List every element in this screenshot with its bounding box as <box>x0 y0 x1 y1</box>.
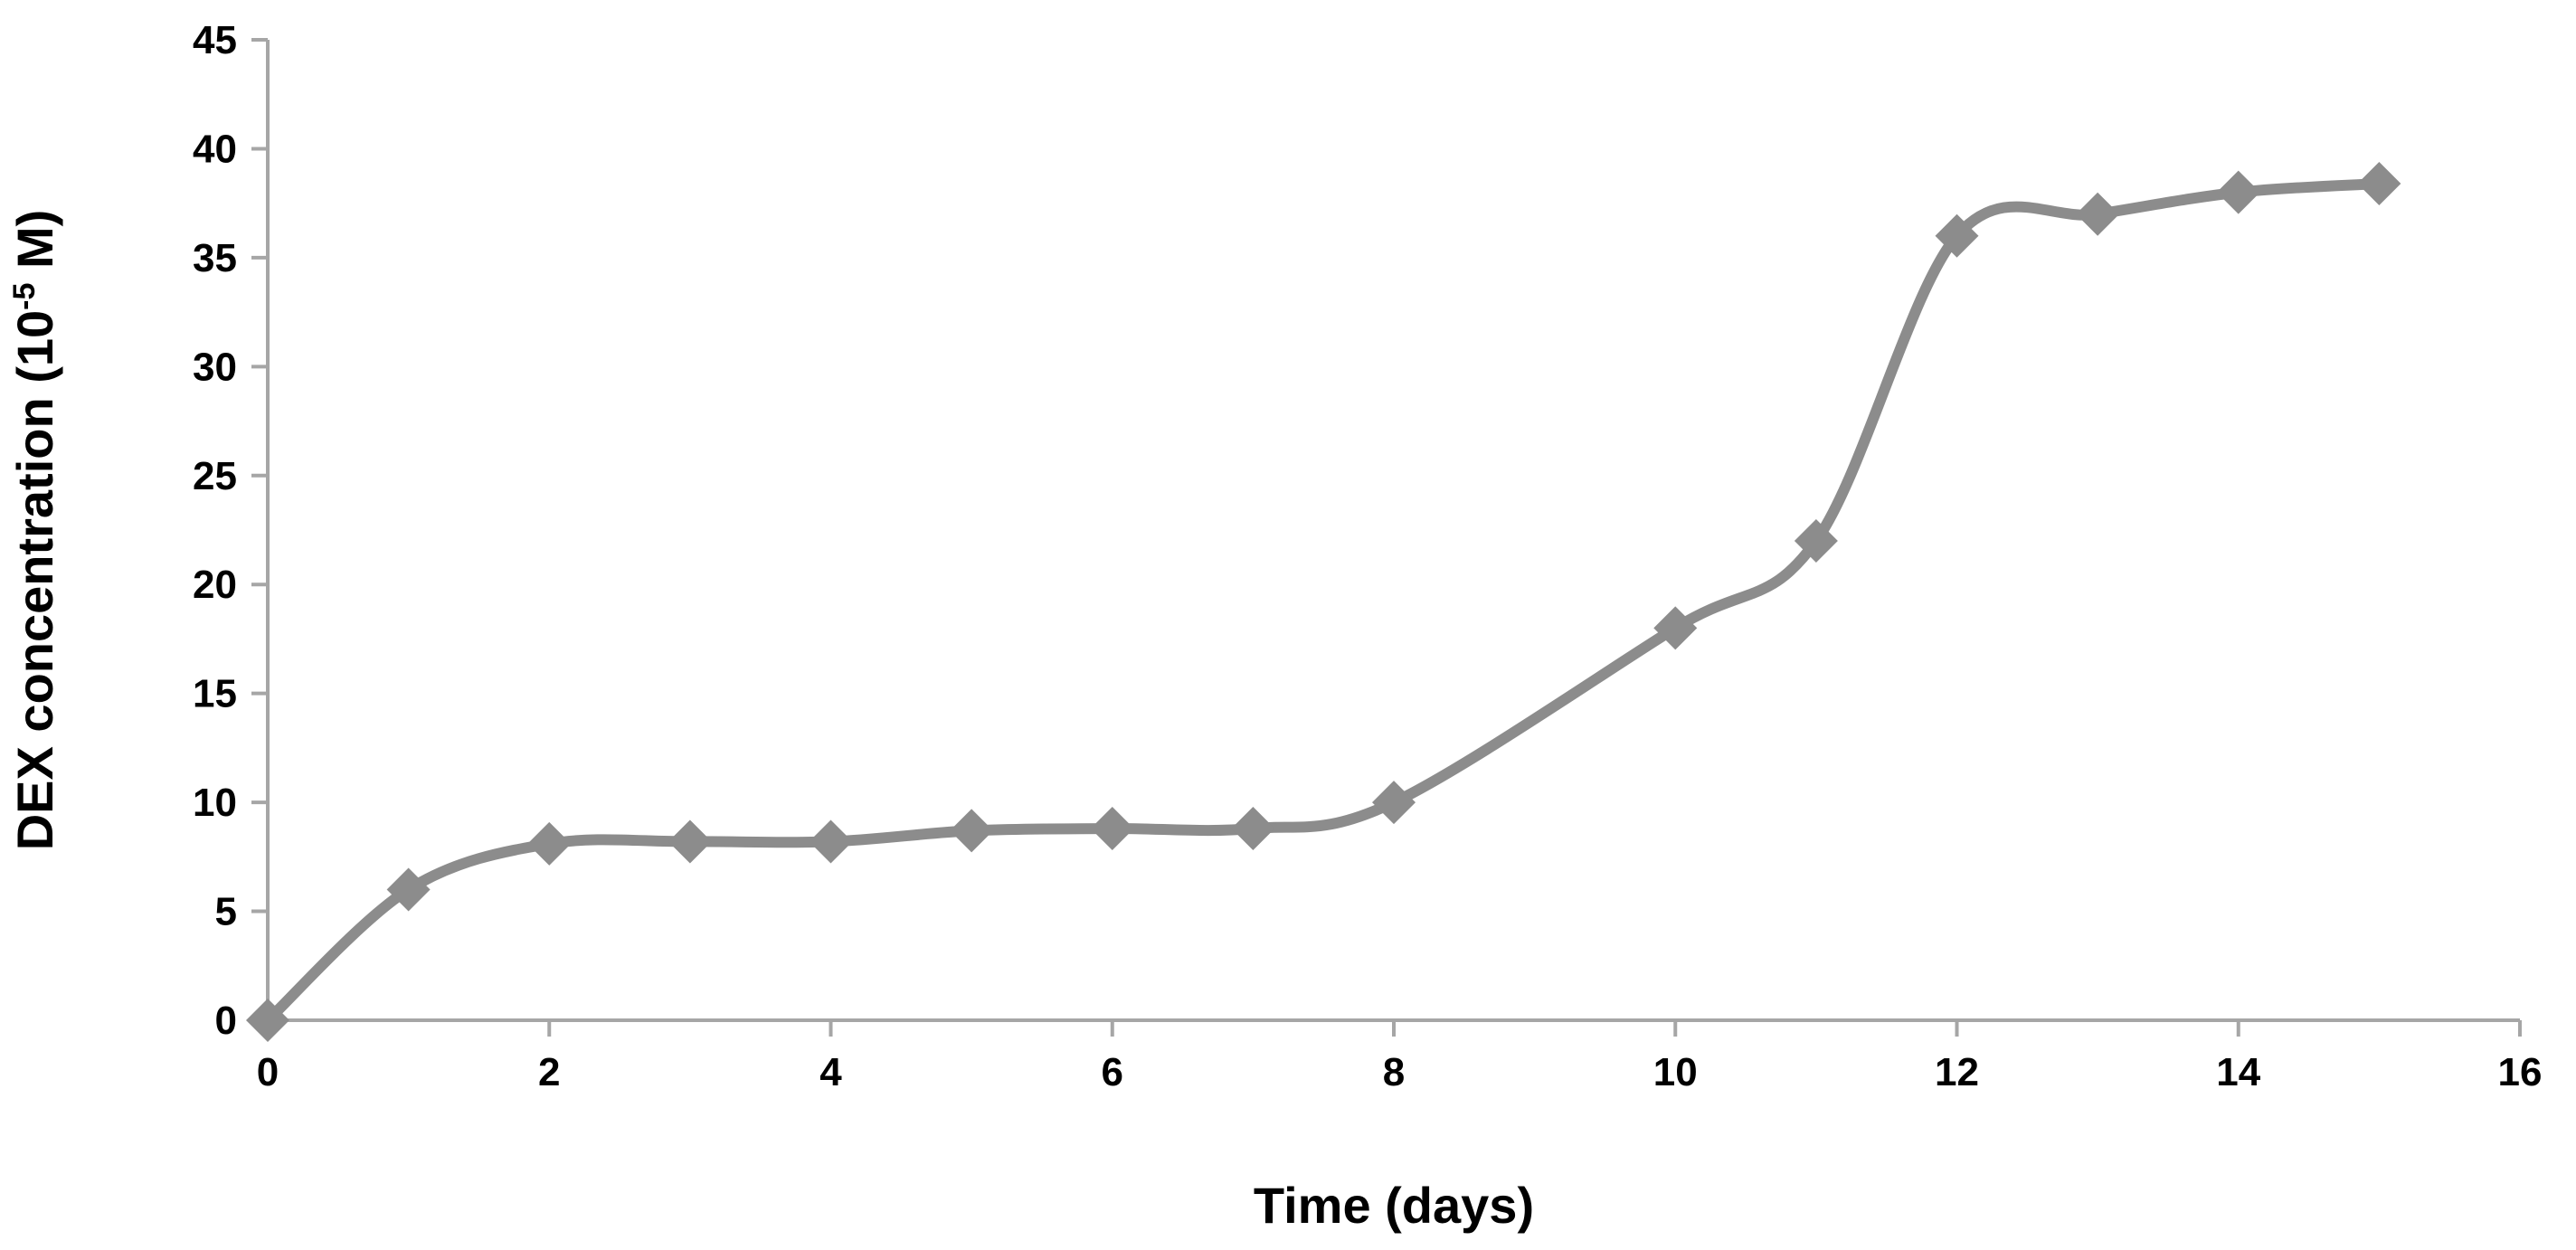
y-axis-title-superscript: -5 <box>7 283 42 310</box>
data-point-marker <box>1935 213 1979 258</box>
series-line <box>262 177 2385 1026</box>
tick-labels: 0 5 10 15 20 25 30 35 40 45 0 2 4 6 8 10 12 14 16 <box>193 18 2542 1094</box>
data-point-marker <box>2076 192 2120 236</box>
y-tick-label: 35 <box>193 236 237 280</box>
data-point-marker <box>527 821 572 866</box>
x-tick-label: 16 <box>2498 1050 2543 1094</box>
y-axis-title-suffix: M) <box>6 210 63 283</box>
x-tick-label: 6 <box>1102 1050 1123 1094</box>
data-point-marker <box>1090 807 1134 851</box>
y-tick-label: 45 <box>193 18 237 62</box>
x-tick-label: 0 <box>257 1050 279 1094</box>
y-axis-title-prefix: DEX concentration (10 <box>6 310 63 850</box>
data-series <box>246 161 2401 1042</box>
y-tick-label: 0 <box>215 999 237 1043</box>
data-point-marker <box>668 819 712 864</box>
y-tick-label: 30 <box>193 345 237 389</box>
y-tick-label: 25 <box>193 454 237 498</box>
data-point-marker <box>246 999 289 1042</box>
x-tick-label: 4 <box>819 1050 842 1094</box>
data-point-marker <box>1653 606 1698 650</box>
data-point-marker <box>2216 170 2260 214</box>
data-point-marker <box>950 809 994 853</box>
y-tick-label: 20 <box>193 563 237 607</box>
data-point-marker <box>1794 519 1838 563</box>
x-tick-label: 14 <box>2216 1050 2260 1094</box>
x-axis-title: Time (days) <box>1254 1177 1534 1234</box>
data-point-marker <box>1231 807 1275 851</box>
x-tick-label: 8 <box>1383 1050 1405 1094</box>
y-tick-label: 10 <box>193 781 237 825</box>
x-tick-label: 10 <box>1653 1050 1698 1094</box>
y-tick-label: 5 <box>215 890 237 934</box>
data-point-marker <box>809 819 853 864</box>
y-tick-label: 40 <box>193 127 237 171</box>
y-tick-label: 15 <box>193 672 237 716</box>
data-point-marker <box>386 867 431 912</box>
x-tick-label: 2 <box>538 1050 560 1094</box>
y-axis-title: DEX concentration (10-5 M) <box>6 210 63 851</box>
x-tick-label: 12 <box>1935 1050 1979 1094</box>
axes <box>251 38 2522 1037</box>
data-point-marker <box>1372 781 1416 825</box>
data-point-marker <box>2357 161 2401 205</box>
